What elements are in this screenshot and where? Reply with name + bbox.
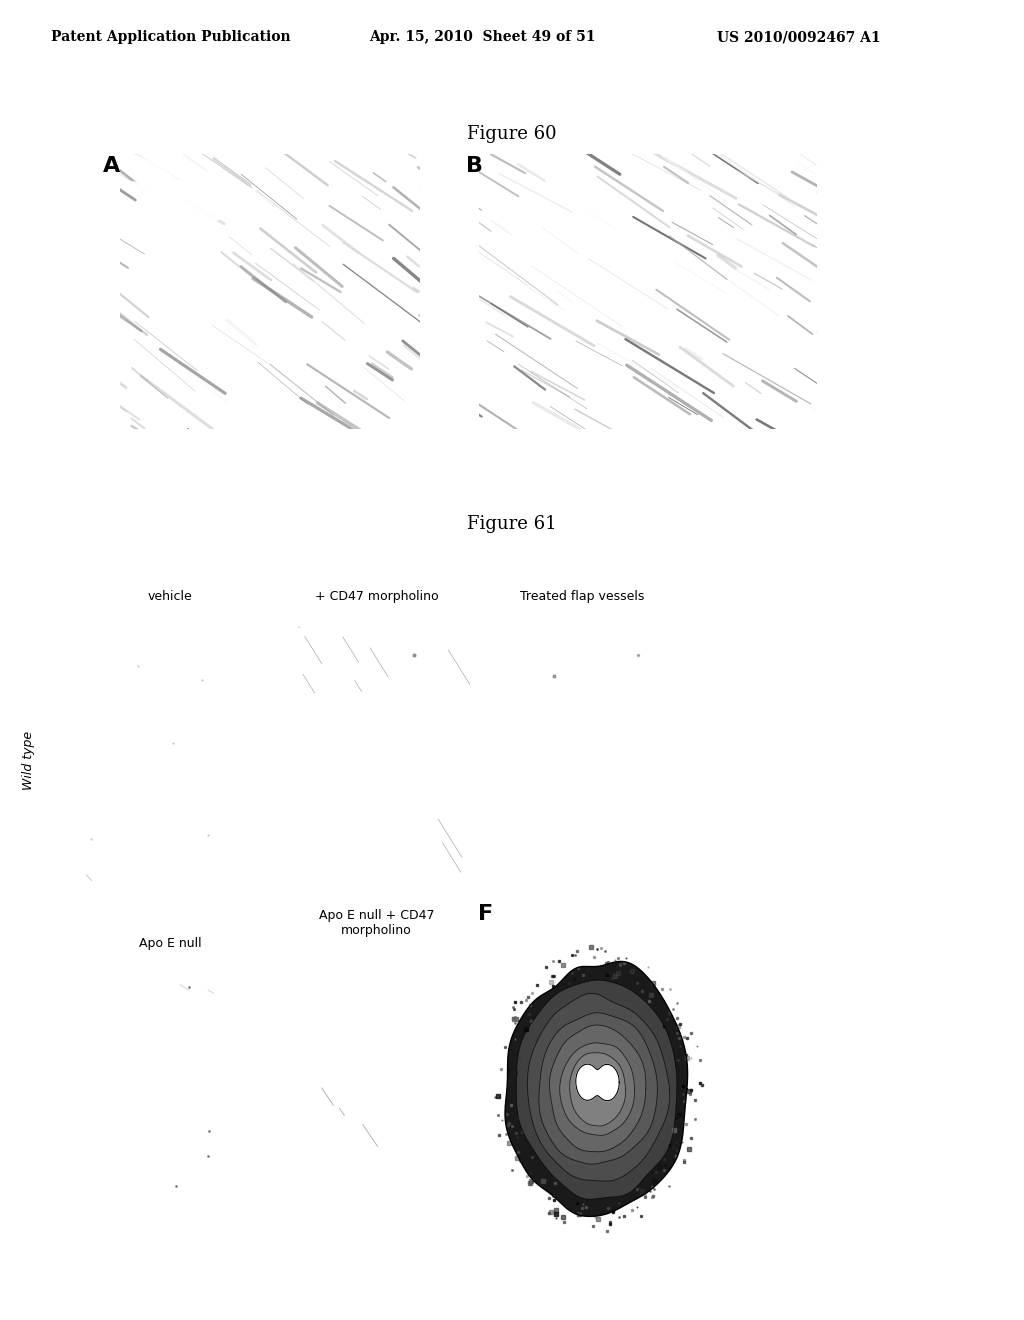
Polygon shape	[505, 961, 687, 1217]
Text: Figure 60: Figure 60	[467, 125, 557, 144]
Text: US 2010/0092467 A1: US 2010/0092467 A1	[717, 30, 881, 45]
Text: E: E	[290, 968, 305, 989]
Text: Treated flap vessels: Treated flap vessels	[520, 590, 644, 603]
Text: A: A	[102, 156, 120, 176]
Text: Apo E null + CD47
morpholino: Apo E null + CD47 morpholino	[318, 909, 434, 937]
Polygon shape	[648, 154, 817, 292]
Text: Figure 61: Figure 61	[467, 515, 557, 533]
Text: D: D	[84, 968, 102, 989]
Text: Apo E null: Apo E null	[139, 937, 202, 950]
Polygon shape	[575, 1064, 620, 1101]
Polygon shape	[550, 1026, 646, 1152]
Polygon shape	[560, 1043, 635, 1135]
Text: B: B	[466, 156, 483, 176]
Ellipse shape	[129, 154, 219, 220]
Polygon shape	[539, 1012, 657, 1164]
Text: B: B	[290, 622, 307, 642]
Text: Patent Application Publication: Patent Application Publication	[51, 30, 291, 45]
Polygon shape	[527, 994, 670, 1181]
Text: + CD47 morpholino: + CD47 morpholino	[314, 590, 438, 603]
Text: A: A	[84, 622, 101, 642]
Text: Wild type: Wild type	[23, 731, 35, 789]
Polygon shape	[516, 981, 677, 1200]
Ellipse shape	[129, 182, 182, 220]
Text: vehicle: vehicle	[148, 590, 193, 603]
Ellipse shape	[126, 162, 162, 190]
Text: F: F	[477, 904, 493, 924]
Text: Apr. 15, 2010  Sheet 49 of 51: Apr. 15, 2010 Sheet 49 of 51	[369, 30, 595, 45]
Polygon shape	[569, 1053, 626, 1126]
Text: C: C	[496, 622, 512, 642]
